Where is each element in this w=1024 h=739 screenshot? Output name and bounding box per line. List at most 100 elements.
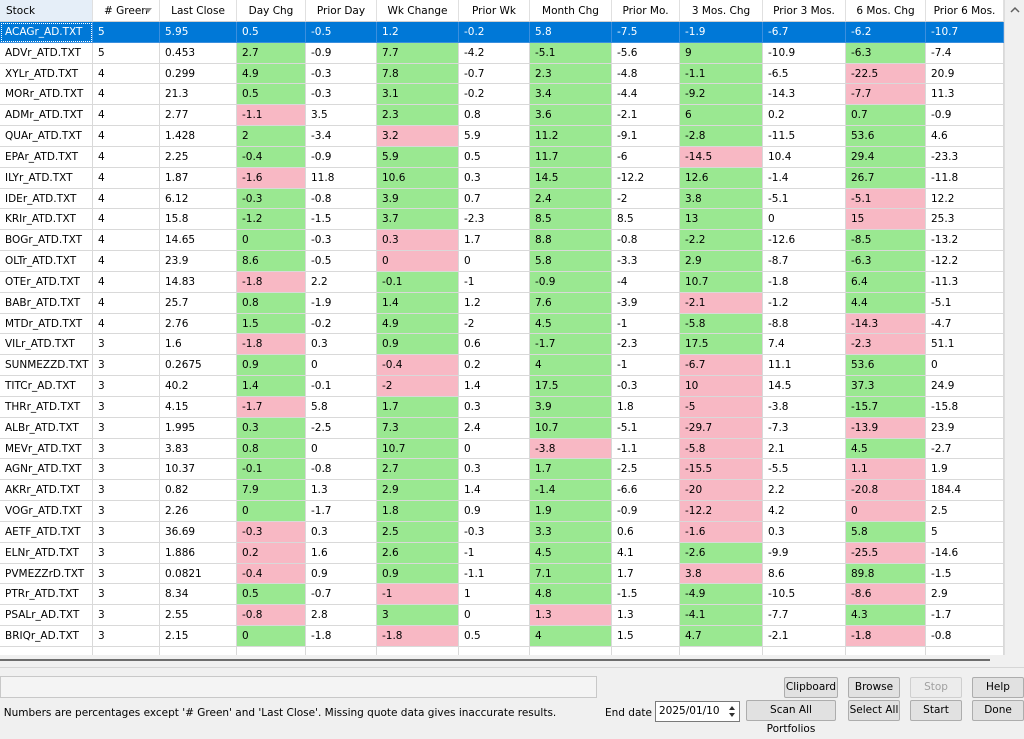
scroll-up-arrow[interactable]	[1005, 0, 1024, 20]
button[interactable]: Start	[910, 700, 962, 721]
table-cell: 3.2	[377, 126, 459, 147]
table-cell: 10.7	[377, 438, 459, 460]
column-header[interactable]: 6 Mos. Chg	[846, 0, 926, 22]
table-cell: 5	[93, 22, 160, 43]
table-cell[interactable]: ACAGr_AD.TXT	[0, 22, 93, 43]
table-cell: -0.1	[237, 459, 306, 481]
button[interactable]: Clipboard	[784, 677, 838, 698]
table-cell: 4	[93, 146, 160, 168]
table-cell[interactable]: IDEr_ATD.TXT	[0, 188, 93, 210]
table-cell[interactable]: THRr_ATD.TXT	[0, 396, 93, 418]
table-cell: 4.5	[530, 542, 612, 564]
end-date-input[interactable]: 2025/01/10	[655, 701, 740, 722]
column-header[interactable]: Last Close	[160, 0, 237, 22]
table-cell[interactable]: MEVr_ATD.TXT	[0, 438, 93, 460]
table-cell-empty	[926, 646, 1004, 655]
column-header[interactable]: Prior Mo.	[612, 0, 680, 22]
column-header[interactable]: Prior Day	[306, 0, 377, 22]
table-cell: 25.7	[160, 292, 237, 314]
table-cell: -1.8	[306, 626, 377, 647]
table-cell[interactable]: BABr_ATD.TXT	[0, 292, 93, 314]
column-header[interactable]: Day Chg	[237, 0, 306, 22]
table-cell: -0.4	[377, 355, 459, 377]
column-header[interactable]: # Green	[93, 0, 160, 22]
scroll-thumb[interactable]	[0, 659, 990, 661]
table-cell[interactable]: PSALr_AD.TXT	[0, 605, 93, 627]
table-cell[interactable]: MTDr_ATD.TXT	[0, 313, 93, 335]
table-cell: 1.9	[926, 459, 1004, 481]
vertical-scrollbar[interactable]	[1004, 0, 1024, 655]
table-cell[interactable]: SUNMEZZD.TXT	[0, 355, 93, 377]
table-cell: 3.1	[377, 84, 459, 106]
table-cell[interactable]: XYLr_ATD.TXT	[0, 63, 93, 85]
table-cell[interactable]: VILr_ATD.TXT	[0, 334, 93, 356]
table-cell: 25.3	[926, 209, 1004, 231]
table-cell: -0.3	[306, 63, 377, 85]
table-cell[interactable]: ADMr_ATD.TXT	[0, 105, 93, 127]
table-cell: -1	[459, 542, 530, 564]
button[interactable]: Help	[972, 677, 1024, 698]
button[interactable]: Scan All Portfolios	[746, 700, 836, 735]
table-cell: 2.6	[377, 542, 459, 564]
table-cell: -1.2	[237, 209, 306, 231]
table-cell: -14.5	[680, 146, 763, 168]
table-cell[interactable]: QUAr_ATD.TXT	[0, 126, 93, 147]
table-cell[interactable]: KRIr_ATD.TXT	[0, 209, 93, 231]
table-cell: 2.15	[160, 626, 237, 647]
table-cell[interactable]: ILYr_ATD.TXT	[0, 167, 93, 189]
table-cell[interactable]: PVMEZZrD.TXT	[0, 563, 93, 585]
table-cell: 1.886	[160, 542, 237, 564]
table-cell[interactable]: VOGr_ATD.TXT	[0, 501, 93, 522]
table-cell[interactable]: EPAr_ATD.TXT	[0, 146, 93, 168]
table-cell-empty	[530, 646, 612, 655]
table-cell: 3.83	[160, 438, 237, 460]
table-cell: -0.7	[306, 584, 377, 606]
table-cell: -0.9	[612, 501, 680, 522]
table-cell: 4.15	[160, 396, 237, 418]
table-cell: 0.3	[459, 459, 530, 481]
button[interactable]: Done	[972, 700, 1024, 721]
button[interactable]: Browse	[848, 677, 900, 698]
table-cell: -8.7	[763, 251, 846, 272]
table-cell: -4.2	[459, 42, 530, 64]
column-header[interactable]: Wk Change	[377, 0, 459, 22]
button[interactable]: Select All	[848, 700, 900, 721]
table-cell[interactable]: OTEr_ATD.TXT	[0, 271, 93, 293]
table-cell[interactable]: OLTr_ATD.TXT	[0, 251, 93, 272]
table-cell[interactable]: ADVr_ATD.TXT	[0, 42, 93, 64]
table-cell[interactable]: ALBr_ATD.TXT	[0, 417, 93, 439]
column-header[interactable]: 3 Mos. Chg	[680, 0, 763, 22]
table-cell[interactable]: AKRr_ATD.TXT	[0, 480, 93, 502]
date-spinner[interactable]	[726, 703, 738, 720]
table-cell[interactable]: BOGr_ATD.TXT	[0, 230, 93, 252]
table-cell: 0.3	[459, 396, 530, 418]
table-cell: -1.7	[926, 605, 1004, 627]
table-cell: 4	[93, 292, 160, 314]
table-cell[interactable]: TITCr_AD.TXT	[0, 376, 93, 397]
table-cell: 0.2675	[160, 355, 237, 377]
column-header[interactable]: Prior 6 Mos.	[926, 0, 1004, 22]
table-cell: 2.2	[306, 271, 377, 293]
table-cell: 2.5	[926, 501, 1004, 522]
table-cell: -8.8	[763, 313, 846, 335]
table-cell: 1	[459, 584, 530, 606]
table-cell: 89.8	[846, 563, 926, 585]
column-header[interactable]: Prior Wk	[459, 0, 530, 22]
table-cell: 4.9	[237, 63, 306, 85]
table-cell: -0.2	[459, 22, 530, 43]
column-header[interactable]: Stock	[0, 0, 93, 22]
table-cell: 2.9	[680, 251, 763, 272]
table-cell: 0.6	[612, 521, 680, 543]
table-cell[interactable]: PTRr_ATD.TXT	[0, 584, 93, 606]
column-header[interactable]: Prior 3 Mos.	[763, 0, 846, 22]
table-cell[interactable]: BRIQr_AD.TXT	[0, 626, 93, 647]
table-cell[interactable]: AETF_ATD.TXT	[0, 521, 93, 543]
horizontal-scrollbar[interactable]	[0, 655, 1024, 667]
table-cell: 0.2	[237, 542, 306, 564]
table-cell[interactable]: AGNr_ATD.TXT	[0, 459, 93, 481]
column-header[interactable]: Month Chg	[530, 0, 612, 22]
table-cell[interactable]: ELNr_ATD.TXT	[0, 542, 93, 564]
table-cell: 7.7	[377, 42, 459, 64]
table-cell: 8.8	[530, 230, 612, 252]
table-cell[interactable]: MORr_ATD.TXT	[0, 84, 93, 106]
